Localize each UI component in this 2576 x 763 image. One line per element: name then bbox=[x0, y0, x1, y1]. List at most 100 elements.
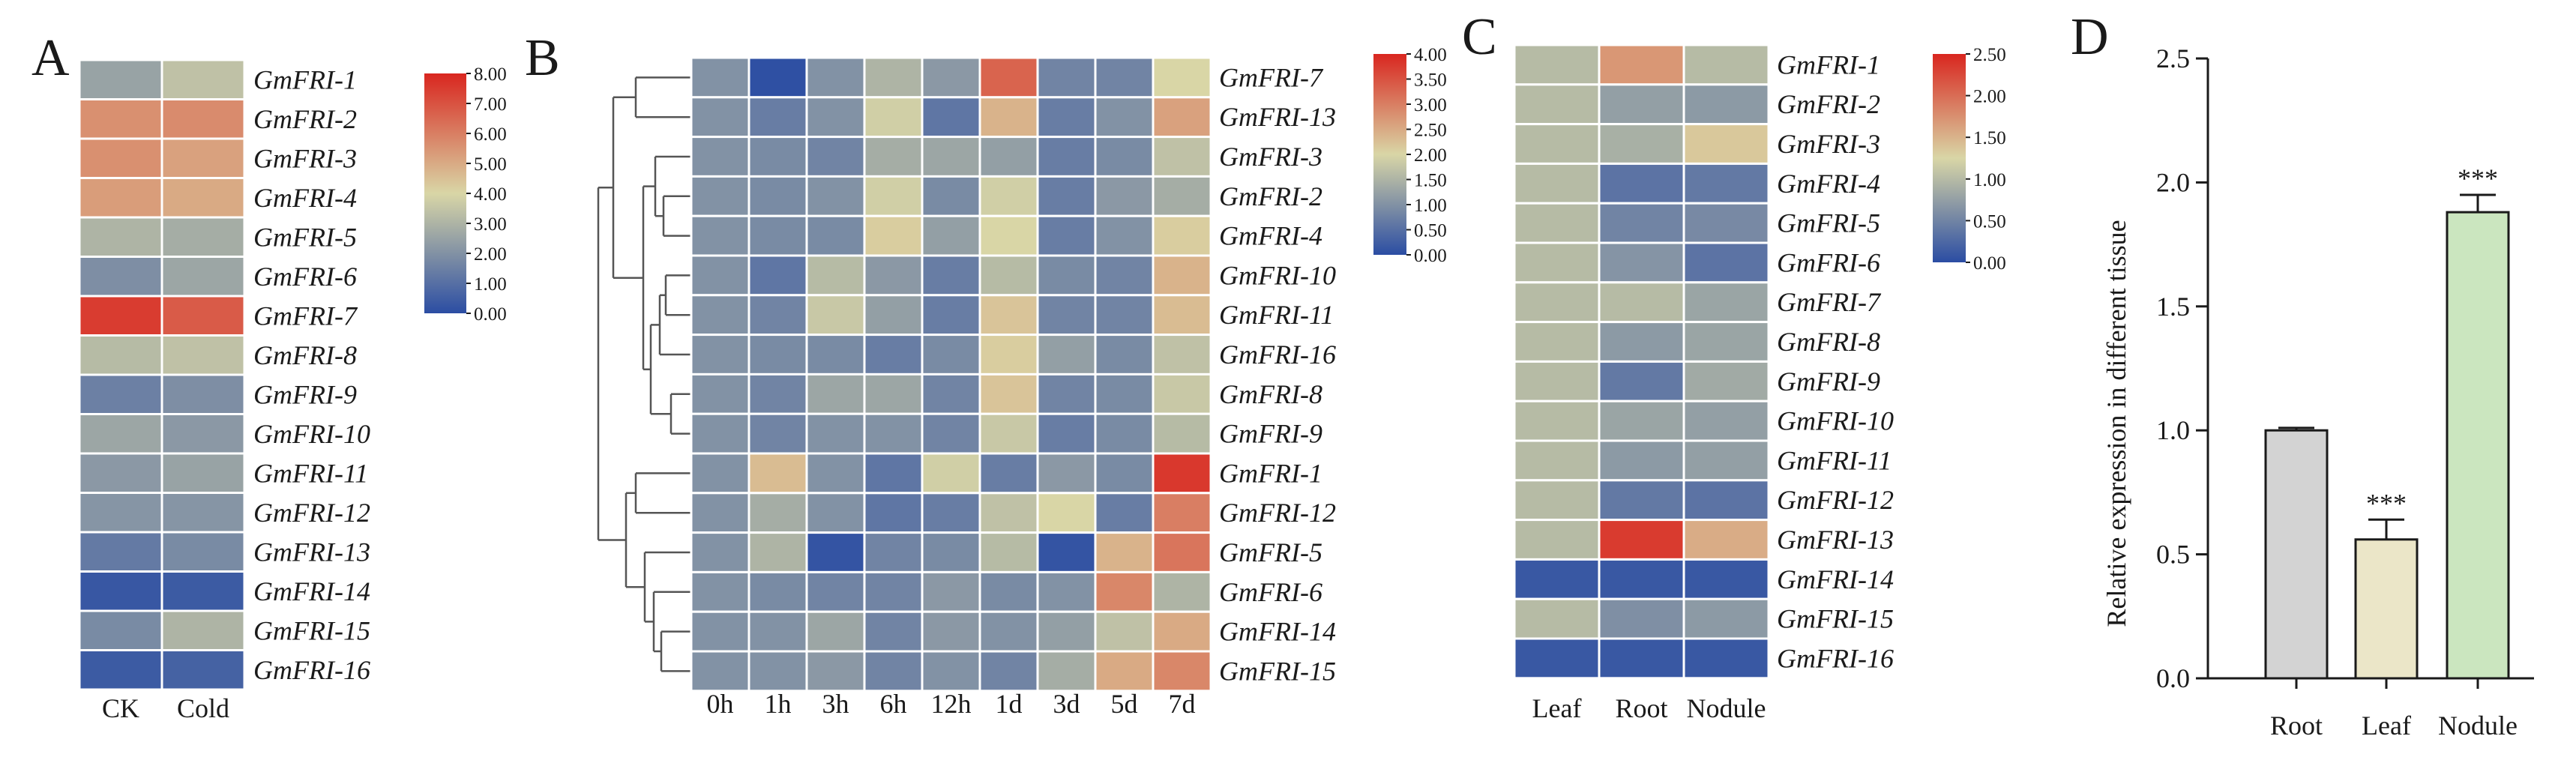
heatmap-b-cell bbox=[1094, 214, 1155, 257]
colorbar-tick-label: 0.50 bbox=[1973, 211, 2006, 232]
colorbar-tick-label: 2.50 bbox=[1973, 45, 2006, 65]
colorbar-tick-label: 2.00 bbox=[474, 244, 507, 265]
bar-d-y-axis-label: Relative expression in different tissue bbox=[2101, 220, 2131, 627]
heatmap-b-cell bbox=[863, 175, 924, 217]
row-label: GmFRI-7 bbox=[253, 301, 358, 331]
heatmap-b-cell bbox=[921, 531, 981, 573]
colorbar-tick-label: 8.00 bbox=[474, 64, 507, 85]
heatmap-b-cell bbox=[863, 294, 924, 337]
heatmap-b-cell bbox=[863, 214, 924, 257]
heatmap-b-cell bbox=[978, 492, 1039, 534]
heatmap-b-cell bbox=[978, 214, 1039, 257]
heatmap-b-cell bbox=[747, 175, 808, 217]
row-label: GmFRI-1 bbox=[1777, 49, 1880, 79]
heatmap-b-cell bbox=[690, 650, 750, 693]
row-label: GmFRI-10 bbox=[1219, 260, 1336, 290]
panel-letter-a: A bbox=[31, 29, 70, 87]
heatmap-c-cell bbox=[1682, 519, 1770, 561]
heatmap-b-cell bbox=[805, 412, 866, 455]
heatmap-b-cell bbox=[863, 334, 924, 376]
row-label: GmFRI-16 bbox=[1777, 643, 1894, 673]
heatmap-b-cell bbox=[863, 570, 924, 613]
heatmap-b-cell bbox=[978, 96, 1039, 139]
heatmap-a-cell bbox=[160, 256, 246, 298]
colorbar-tick-label: 2.00 bbox=[1414, 145, 1447, 166]
heatmap-b-cell bbox=[747, 254, 808, 297]
heatmap-b-column-labels: 0h 1h 3h 6h 12h 1d 3d 5d 7d bbox=[707, 689, 1196, 719]
heatmap-b-cell bbox=[1152, 650, 1212, 693]
heatmap-b-cell bbox=[921, 254, 981, 297]
heatmap-b-cell bbox=[690, 294, 750, 337]
heatmap-a-cell bbox=[160, 295, 246, 337]
heatmap-c: GmFRI-1 GmFRI-2 GmFRI-3 GmFRI-4 GmFRI-5 GmFRI… bbox=[1513, 43, 2006, 723]
heatmap-b-cell bbox=[805, 96, 866, 139]
heatmap-c-cell bbox=[1513, 399, 1601, 442]
heatmap-b-cell bbox=[805, 570, 866, 613]
heatmap-b-cell bbox=[1094, 650, 1155, 693]
heatmap-b-cell bbox=[690, 531, 750, 573]
significance-label: *** bbox=[2366, 488, 2407, 518]
column-label: 3h bbox=[822, 689, 849, 719]
heatmap-c-cell bbox=[1682, 360, 1770, 402]
heatmap-b-cell bbox=[1036, 492, 1097, 534]
heatmap-c-cell bbox=[1598, 439, 1685, 482]
column-label: Leaf bbox=[1532, 693, 1582, 723]
heatmap-b-cell bbox=[978, 452, 1039, 495]
heatmap-b-cell bbox=[747, 610, 808, 653]
heatmap-a-cell bbox=[160, 373, 246, 415]
heatmap-a-cell bbox=[160, 334, 246, 376]
row-label: GmFRI-16 bbox=[1219, 340, 1336, 370]
heatmap-b-cell bbox=[1036, 175, 1097, 217]
heatmap-a-cell bbox=[78, 649, 163, 691]
colorbar-tick-label: 3.00 bbox=[474, 214, 507, 235]
heatmap-b-cell bbox=[1094, 56, 1155, 99]
colorbar-c-ticks: 2.50 2.00 1.50 1.00 0.50 0.00 bbox=[1966, 45, 2006, 274]
heatmap-b-cell bbox=[805, 452, 866, 495]
heatmap-b-cell bbox=[1094, 334, 1155, 376]
heatmap-b-cell bbox=[1152, 492, 1212, 534]
heatmap-a-cell bbox=[78, 58, 163, 100]
heatmap-b-cell bbox=[863, 56, 924, 99]
heatmap-a-cell bbox=[160, 609, 246, 651]
bar-d-labels: Root *** Leaf *** Nodule bbox=[2270, 163, 2518, 741]
row-label: GmFRI-1 bbox=[1219, 458, 1322, 488]
heatmap-b-cell bbox=[1036, 373, 1097, 415]
heatmap-b-cell bbox=[747, 570, 808, 613]
column-label: 6h bbox=[880, 689, 907, 719]
heatmap-b-cell bbox=[1152, 373, 1212, 415]
colorbar-tick-label: 4.00 bbox=[474, 184, 507, 205]
heatmap-b-cell bbox=[978, 412, 1039, 455]
colorbar-c bbox=[1933, 54, 1966, 262]
y-tick-label: 1.0 bbox=[2156, 415, 2190, 445]
row-label: GmFRI-2 bbox=[253, 104, 357, 134]
row-label: GmFRI-5 bbox=[253, 222, 357, 252]
heatmap-b-cell bbox=[921, 650, 981, 693]
heatmap-b-cell bbox=[805, 334, 866, 376]
heatmap-b-cell bbox=[921, 492, 981, 534]
heatmap-c-cell bbox=[1513, 241, 1601, 284]
heatmap-c-cell bbox=[1513, 202, 1601, 244]
colorbar-tick-label: 0.50 bbox=[1414, 221, 1447, 241]
heatmap-b-cell bbox=[747, 412, 808, 455]
column-label: 1d bbox=[996, 689, 1023, 719]
column-label: 0h bbox=[707, 689, 734, 719]
heatmap-b-cell bbox=[747, 373, 808, 415]
heatmap-a-cell bbox=[160, 177, 246, 219]
row-label: GmFRI-5 bbox=[1777, 208, 1880, 238]
column-label: CK bbox=[102, 693, 139, 723]
bar-nodule bbox=[2446, 211, 2510, 680]
dendrogram-b bbox=[597, 76, 691, 672]
heatmap-b-cell bbox=[1036, 96, 1097, 139]
heatmap-c-cell bbox=[1682, 321, 1770, 363]
row-label: GmFRI-6 bbox=[1777, 247, 1880, 277]
heatmap-c-cell bbox=[1598, 399, 1685, 442]
row-label: GmFRI-12 bbox=[253, 498, 370, 528]
heatmap-b-cells bbox=[690, 56, 1212, 693]
row-label: GmFRI-1 bbox=[253, 64, 357, 94]
heatmap-b-cell bbox=[978, 254, 1039, 297]
heatmap-b-cell bbox=[1152, 334, 1212, 376]
heatmap-c-cell bbox=[1598, 519, 1685, 561]
heatmap-b-cell bbox=[1094, 531, 1155, 573]
heatmap-b-cell bbox=[690, 570, 750, 613]
